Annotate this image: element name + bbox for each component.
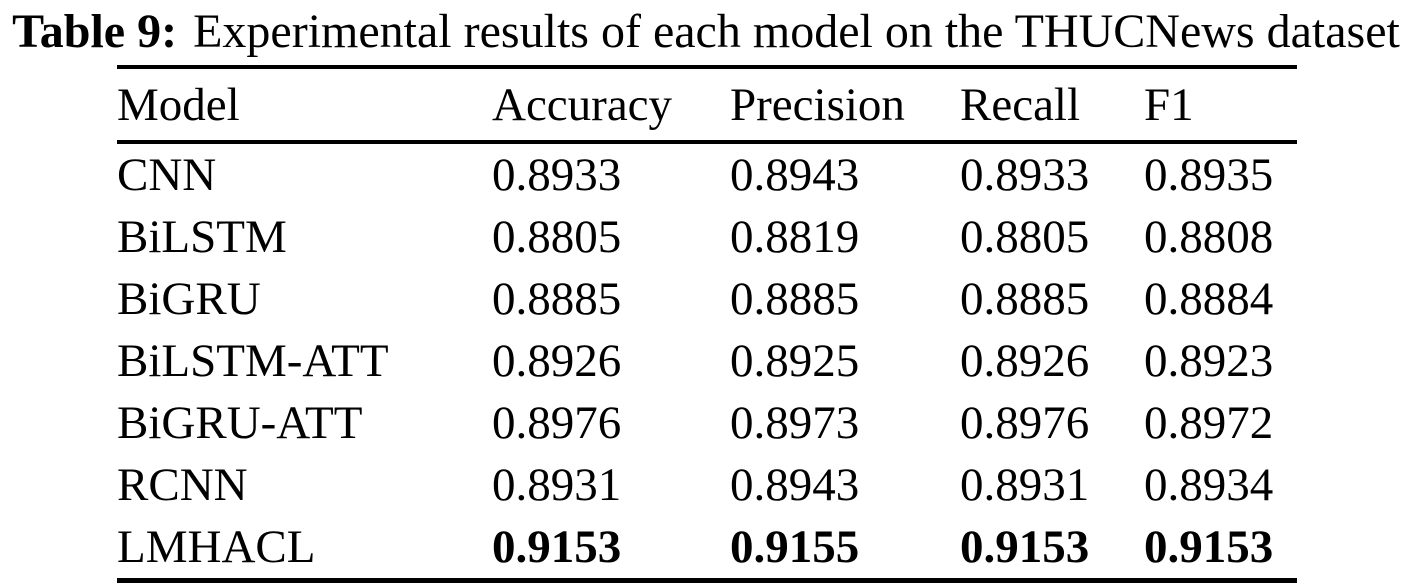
cell-recall: 0.9153	[960, 521, 1090, 573]
table-caption-text: Experimental results of each model on th…	[193, 5, 1400, 58]
cell-precision: 0.8925	[730, 335, 860, 387]
table-caption-label: Table 9:	[12, 5, 178, 58]
cell-precision: 0.8885	[730, 273, 860, 325]
cell-f1: 0.8808	[1144, 211, 1274, 263]
table-row: BiLSTM-ATT 0.8926 0.8925 0.8926 0.8923	[117, 330, 1297, 392]
cell-model: BiGRU	[117, 273, 261, 325]
column-header-f1: F1	[1144, 78, 1194, 131]
cell-f1: 0.9153	[1144, 521, 1274, 573]
header-row: Model Accuracy Precision Recall F1	[117, 67, 1297, 142]
cell-accuracy: 0.8931	[492, 459, 622, 511]
cell-recall: 0.8933	[960, 149, 1090, 201]
cell-accuracy: 0.8805	[492, 211, 622, 263]
cell-precision: 0.8943	[730, 149, 860, 201]
table-row: BiGRU-ATT 0.8976 0.8973 0.8976 0.8972	[117, 392, 1297, 454]
cell-accuracy: 0.8926	[492, 335, 622, 387]
table-row: CNN 0.8933 0.8943 0.8933 0.8935	[117, 142, 1297, 206]
column-header-precision: Precision	[730, 78, 905, 131]
cell-accuracy: 0.8933	[492, 149, 622, 201]
cell-recall: 0.8885	[960, 273, 1090, 325]
cell-recall: 0.8805	[960, 211, 1090, 263]
cell-f1: 0.8972	[1144, 397, 1274, 449]
cell-precision: 0.9155	[730, 521, 860, 573]
column-header-accuracy: Accuracy	[492, 78, 673, 131]
table-row: RCNN 0.8931 0.8943 0.8931 0.8934	[117, 454, 1297, 516]
table-row: BiGRU 0.8885 0.8885 0.8885 0.8884	[117, 268, 1297, 330]
cell-f1: 0.8935	[1144, 149, 1274, 201]
cell-precision: 0.8819	[730, 211, 860, 263]
table-row-best: LMHACL 0.9153 0.9155 0.9153 0.9153	[117, 516, 1297, 581]
column-header-recall: Recall	[960, 78, 1081, 131]
cell-model: RCNN	[117, 459, 248, 511]
cell-model: BiLSTM-ATT	[117, 335, 389, 387]
cell-precision: 0.8973	[730, 397, 860, 449]
table-caption: Table 9: Experimental results of each mod…	[0, 0, 1412, 62]
cell-model: LMHACL	[117, 521, 316, 573]
cell-f1: 0.8884	[1144, 273, 1274, 325]
cell-model: BiLSTM	[117, 211, 287, 263]
cell-f1: 0.8923	[1144, 335, 1274, 387]
cell-recall: 0.8926	[960, 335, 1090, 387]
cell-f1: 0.8934	[1144, 459, 1274, 511]
table-row: BiLSTM 0.8805 0.8819 0.8805 0.8808	[117, 206, 1297, 268]
cell-precision: 0.8943	[730, 459, 860, 511]
results-table: Model Accuracy Precision Recall F1 CNN 0…	[117, 65, 1297, 583]
cell-accuracy: 0.9153	[492, 521, 622, 573]
cell-recall: 0.8976	[960, 397, 1090, 449]
cell-accuracy: 0.8885	[492, 273, 622, 325]
cell-model: CNN	[117, 149, 217, 201]
cell-model: BiGRU-ATT	[117, 397, 363, 449]
column-header-model: Model	[117, 78, 240, 131]
cell-accuracy: 0.8976	[492, 397, 622, 449]
cell-recall: 0.8931	[960, 459, 1090, 511]
